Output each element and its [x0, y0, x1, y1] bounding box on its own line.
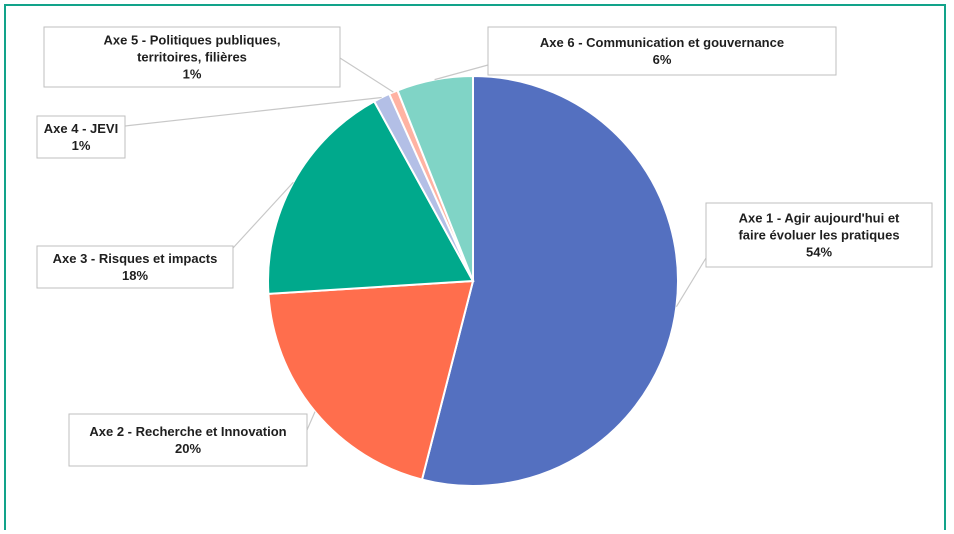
data-label-category: territoires, filières	[137, 50, 247, 65]
pie-slice-6	[396, 74, 474, 282]
leader-line-2	[306, 411, 316, 431]
pie-slice-3	[267, 99, 475, 295]
data-label-category: Axe 4 - JEVI	[44, 121, 118, 136]
leader-line-3	[232, 181, 294, 249]
data-label-value: 54%	[806, 245, 832, 260]
callout-box	[705, 202, 933, 268]
data-label-category: Axe 1 - Agir aujourd'hui et	[739, 211, 900, 226]
pie-slice-1	[420, 74, 679, 487]
data-label-category: Axe 2 - Recherche et Innovation	[89, 424, 286, 439]
callout-labels: Axe 1 - Agir aujourd'hui et faire évoluer…	[36, 26, 933, 467]
data-label-category: Axe 3 - Risques et impacts	[53, 251, 218, 266]
data-label-value: 20%	[175, 441, 201, 456]
data-label-value: 18%	[122, 268, 148, 283]
callout-axe-6: Axe 6 - Communication et gouvernance 6%	[487, 26, 837, 76]
callout-axe-2: Axe 2 - Recherche et Innovation 20%	[68, 413, 308, 467]
callout-box	[43, 26, 341, 88]
leader-line-4	[124, 96, 382, 127]
leader-line-1	[675, 257, 707, 308]
callout-box	[36, 245, 234, 289]
data-label-value: 1%	[183, 67, 202, 82]
pie-slices	[267, 74, 679, 487]
callout-leader-lines	[124, 57, 707, 431]
callout-axe-4: Axe 4 - JEVI 1%	[36, 115, 126, 159]
data-label-value: 6%	[653, 52, 672, 67]
chart-frame	[4, 4, 946, 530]
callout-axe-1: Axe 1 - Agir aujourd'hui et faire évoluer…	[705, 202, 933, 268]
data-label-category: Axe 5 - Politiques publiques,	[104, 33, 281, 48]
data-label-value: 1%	[72, 138, 91, 153]
callout-axe-3: Axe 3 - Risques et impacts 18%	[36, 245, 234, 289]
callout-box	[487, 26, 837, 76]
data-label-category: faire évoluer les pratiques	[738, 228, 899, 243]
callout-box	[36, 115, 126, 159]
leader-line-6	[434, 64, 489, 81]
data-label-category: Axe 6 - Communication et gouvernance	[540, 35, 784, 50]
callout-axe-5: Axe 5 - Politiques publiques, territoires…	[43, 26, 341, 88]
callout-box	[68, 413, 308, 467]
leader-line-5	[339, 57, 394, 93]
